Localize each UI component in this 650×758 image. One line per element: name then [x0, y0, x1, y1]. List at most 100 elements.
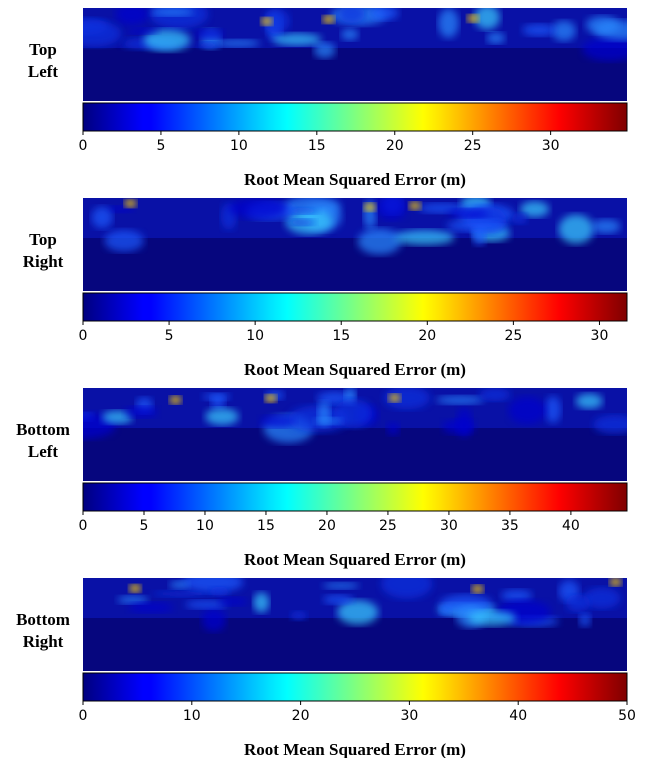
image-blob	[520, 201, 550, 218]
x-tick-label: 25	[379, 518, 397, 534]
image-blob	[474, 8, 500, 30]
row-label: Bottom	[16, 610, 70, 629]
x-tick-label: 5	[156, 138, 165, 154]
x-tick-label: 40	[562, 518, 580, 534]
x-tick-label: 30	[542, 138, 560, 154]
image-blob	[442, 419, 476, 435]
x-tick-label: 10	[230, 138, 248, 154]
image-blob	[101, 410, 133, 424]
image-blob	[151, 590, 214, 597]
image-blob	[117, 595, 149, 604]
image-blob	[435, 395, 485, 405]
image-hotspot	[124, 199, 137, 208]
image-blob	[558, 214, 594, 244]
image-blob	[143, 29, 191, 52]
image-blob	[438, 8, 459, 39]
image-blob	[340, 28, 359, 41]
image-hotspot	[322, 15, 335, 24]
row-label: Bottom	[16, 420, 70, 439]
row-label: Left	[28, 62, 59, 81]
image-blob	[511, 212, 528, 225]
image-blob	[125, 28, 159, 35]
error-image	[83, 388, 627, 481]
image-hotspot	[388, 393, 401, 402]
image-blob	[357, 228, 402, 255]
image-hotspot	[471, 585, 484, 594]
row-label: Right	[23, 252, 64, 271]
x-tick-label: 0	[79, 708, 88, 724]
image-blob	[544, 395, 562, 424]
x-tick-label: 35	[501, 518, 519, 534]
colorbar	[82, 482, 628, 512]
image-hotspot	[169, 395, 182, 404]
image-blob	[290, 611, 307, 621]
image-hotspot	[467, 14, 480, 23]
image-blob	[478, 388, 511, 402]
x-tick-label: 20	[318, 518, 336, 534]
row-label: Left	[28, 442, 59, 461]
image-blob	[322, 594, 354, 605]
image-blob	[394, 229, 455, 246]
image-blob	[263, 8, 290, 34]
x-tick-label: 40	[509, 708, 527, 724]
image-blob	[150, 8, 195, 17]
image-blob	[522, 23, 557, 37]
x-axis-label: Root Mean Squared Error (m)	[244, 740, 466, 758]
x-tick-label: 0	[79, 138, 88, 154]
x-tick-label: 5	[165, 328, 174, 344]
image-blob	[370, 8, 399, 21]
image-blob	[500, 589, 533, 602]
x-tick-label: 15	[332, 328, 350, 344]
image-blob	[333, 398, 373, 428]
x-tick-label: 15	[257, 518, 275, 534]
image-blob	[182, 578, 244, 593]
image-blob	[582, 37, 627, 62]
x-tick-label: 30	[440, 518, 458, 534]
error-image	[83, 8, 627, 101]
image-blob	[594, 20, 627, 41]
x-tick-label: 0	[79, 328, 88, 344]
error-image	[83, 578, 627, 671]
image-blob	[201, 608, 226, 632]
image-blob	[253, 592, 270, 613]
image-blob	[591, 219, 621, 234]
image-blob	[317, 401, 331, 427]
image-blob	[124, 406, 158, 418]
image-blob	[380, 578, 433, 599]
image-blob	[91, 206, 113, 229]
image-blob	[228, 198, 287, 219]
x-tick-label: 10	[196, 518, 214, 534]
x-tick-label: 25	[464, 138, 482, 154]
image-blob	[338, 8, 365, 23]
image-blob	[552, 20, 576, 42]
x-tick-label: 5	[140, 518, 149, 534]
image-blob	[215, 39, 261, 48]
image-blob	[106, 206, 134, 213]
x-tick-label: 0	[79, 518, 88, 534]
image-blob	[128, 602, 174, 613]
x-axis-label: Root Mean Squared Error (m)	[244, 170, 466, 189]
row-label: Right	[23, 632, 64, 651]
row-label: Top	[29, 40, 57, 59]
error-image	[83, 198, 627, 291]
image-hotspot	[408, 201, 421, 210]
x-axis-label: Root Mean Squared Error (m)	[244, 550, 466, 569]
image-blob	[593, 415, 627, 435]
colorbar	[82, 672, 628, 702]
image-blob	[313, 42, 336, 59]
image-blob	[575, 393, 603, 409]
x-tick-label: 15	[308, 138, 326, 154]
x-tick-label: 30	[400, 708, 418, 724]
x-axis-label: Root Mean Squared Error (m)	[244, 360, 466, 379]
row-label: Top	[29, 230, 57, 249]
image-blob	[583, 587, 621, 609]
image-blob	[185, 600, 228, 610]
image-blob	[115, 8, 149, 26]
image-blob	[486, 32, 506, 44]
x-tick-label: 20	[292, 708, 310, 724]
image-blob	[205, 408, 239, 426]
image-blob	[337, 600, 379, 625]
image-hotspot	[609, 578, 622, 587]
image-blob	[508, 396, 547, 425]
